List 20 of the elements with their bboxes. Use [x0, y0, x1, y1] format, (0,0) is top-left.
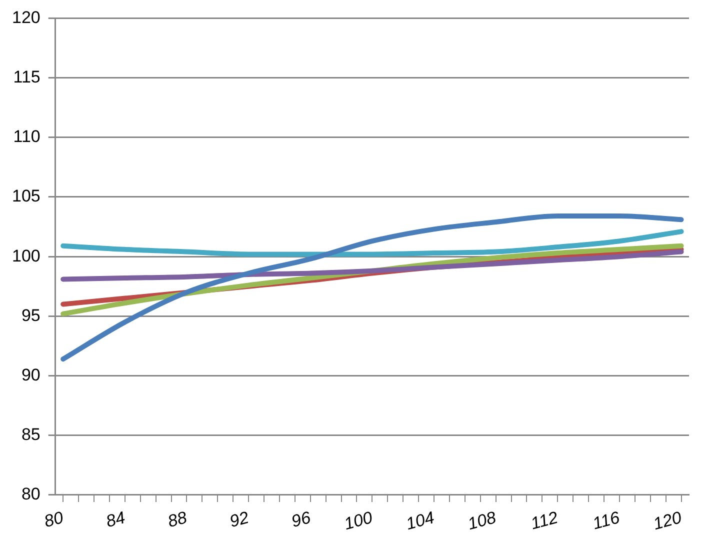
x-tick-label: 112 — [528, 508, 560, 534]
y-tick-label: 95 — [21, 306, 40, 325]
y-tick-label: 90 — [21, 365, 40, 384]
x-tick-label: 92 — [228, 508, 252, 532]
y-tick-label: 105 — [12, 186, 40, 206]
x-tick-label: 80 — [42, 508, 66, 532]
y-tick-label: 100 — [12, 246, 40, 266]
x-tick-label: 88 — [166, 508, 190, 532]
x-tick-label: 100 — [342, 508, 375, 534]
y-tick-label: 80 — [21, 484, 40, 504]
x-tick-label: 108 — [466, 508, 499, 534]
y-tick-label: 120 — [12, 8, 40, 27]
y-tick-label: 110 — [13, 127, 40, 146]
x-tick-label: 116 — [590, 508, 622, 534]
x-tick-label: 96 — [289, 508, 314, 532]
y-tick-label: 115 — [13, 67, 40, 86]
x-tick-label: 84 — [104, 508, 128, 532]
x-tick-label: 104 — [404, 508, 436, 534]
x-tick-label: 120 — [651, 508, 684, 534]
y-tick-label: 85 — [21, 425, 40, 444]
